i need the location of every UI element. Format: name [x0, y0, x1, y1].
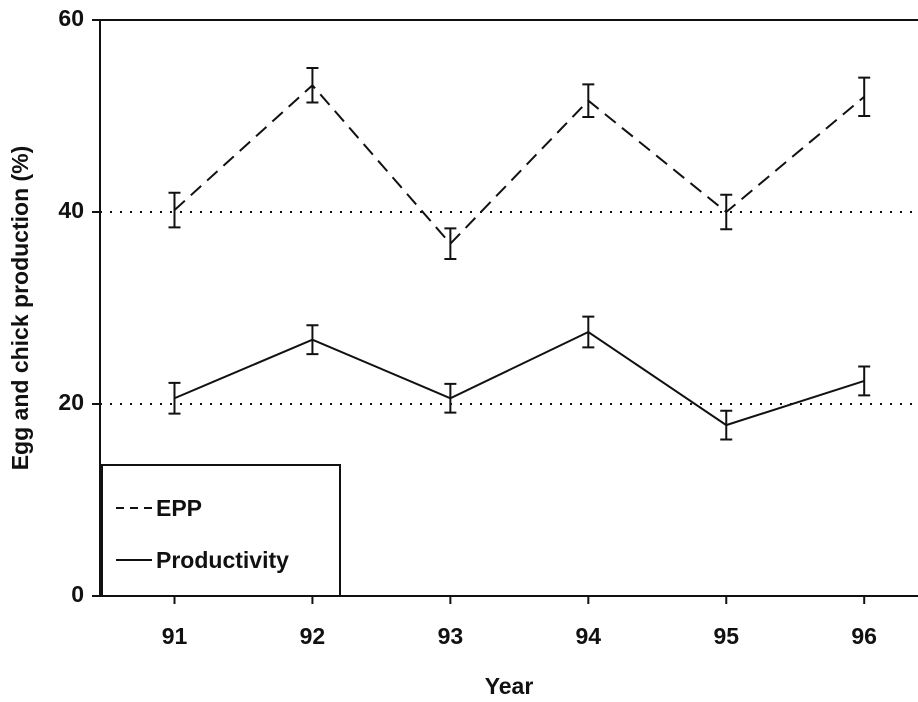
error-bar: [444, 227, 457, 261]
x-tick-label: 93: [438, 623, 464, 649]
legend-box: [101, 464, 341, 597]
legend-label: EPP: [156, 495, 202, 521]
series-line: [174, 330, 865, 427]
x-tick-label: 91: [162, 623, 188, 649]
x-tick-label: 95: [713, 623, 739, 649]
x-tick-label: 94: [576, 623, 602, 649]
error-bar: [858, 76, 871, 117]
error-bar: [582, 83, 595, 118]
y-tick-label: 20: [58, 389, 84, 415]
x-tick-label: 92: [300, 623, 326, 649]
error-bar: [720, 193, 733, 231]
legend-label: Productivity: [156, 547, 289, 573]
error-bar: [306, 324, 319, 356]
y-tick-label: 40: [58, 197, 84, 223]
series-line: [173, 83, 865, 246]
x-axis-label: Year: [485, 673, 534, 699]
error-bar: [582, 315, 595, 349]
error-bar: [168, 191, 181, 229]
error-bar: [720, 409, 733, 441]
error-bar: [858, 365, 871, 397]
error-bar: [306, 67, 319, 104]
y-axis-label: Egg and chick production (%): [7, 146, 33, 471]
x-tick-label: 96: [851, 623, 877, 649]
y-tick-label: 0: [71, 581, 84, 607]
error-bar: [444, 382, 457, 414]
error-bar: [168, 381, 181, 415]
y-tick-label: 60: [58, 5, 84, 31]
